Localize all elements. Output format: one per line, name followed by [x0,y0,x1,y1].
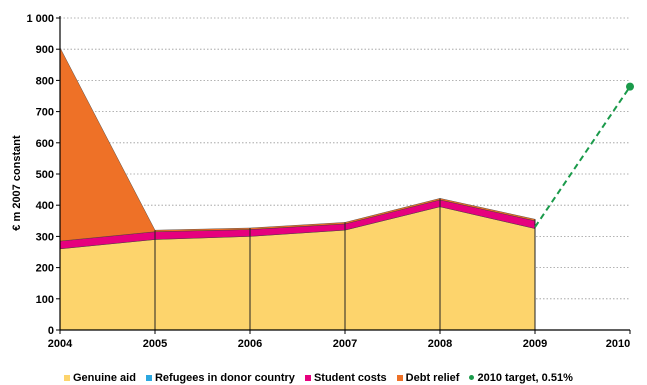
y-tick-label: 400 [36,200,54,212]
target-dashed-line [534,86,631,228]
x-tick-label: 2007 [333,338,357,350]
y-tick-label: 300 [36,231,54,243]
legend-label-genuine-aid: Genuine aid [73,371,136,384]
y-tick-labels: 0 100 200 300 400 500 600 700 800 900 1 000 [26,13,60,337]
legend: Genuine aid Refugees in donor country St… [64,370,583,385]
legend-swatch-student-costs [304,374,311,381]
x-tick-label: 2009 [523,338,547,350]
legend-item-debt-relief: Debt relief [396,371,460,384]
target-line [534,82,634,228]
x-tick-label: 2004 [48,338,73,350]
target-point [626,82,634,91]
y-tick-label: 100 [36,294,54,306]
legend-label-target: 2010 target, 0.51% [477,371,573,384]
y-tick-label: 1 000 [26,13,54,25]
y-tick-label: 500 [36,169,54,181]
area-series [59,47,536,331]
legend-item-genuine-aid: Genuine aid [64,372,136,384]
legend-label-debt-relief: Debt relief [405,371,460,384]
year-dividers [154,198,536,330]
x-tick-label: 2006 [238,338,262,350]
y-tick-label: 200 [36,263,54,275]
legend-item-refugees: Refugees in donor country [145,371,295,384]
y-axis-label: € m 2007 constant [11,135,23,231]
legend-swatch-debt-relief [396,374,403,381]
y-tick-label: 900 [36,44,54,56]
y-tick-label: 800 [36,75,54,87]
y-tick-label: 600 [36,138,54,150]
legend-dot-target [469,375,475,380]
x-tick-label: 2010 [606,338,630,350]
legend-swatch-genuine-aid [64,374,70,381]
legend-item-target: 2010 target, 0.51% [469,371,573,384]
legend-item-student-costs: Student costs [304,371,387,384]
legend-label-refugees: Refugees in donor country [154,371,295,384]
x-tick-labels: 2004 2005 2006 2007 2008 2009 2010 [48,330,631,350]
legend-label-student-costs: Student costs [313,371,387,384]
y-tick-label: 700 [36,107,54,119]
x-tick-label: 2008 [428,338,452,350]
y-tick-label: 0 [48,325,54,337]
legend-swatch-refugees [145,374,152,381]
x-tick-label: 2005 [143,338,167,350]
